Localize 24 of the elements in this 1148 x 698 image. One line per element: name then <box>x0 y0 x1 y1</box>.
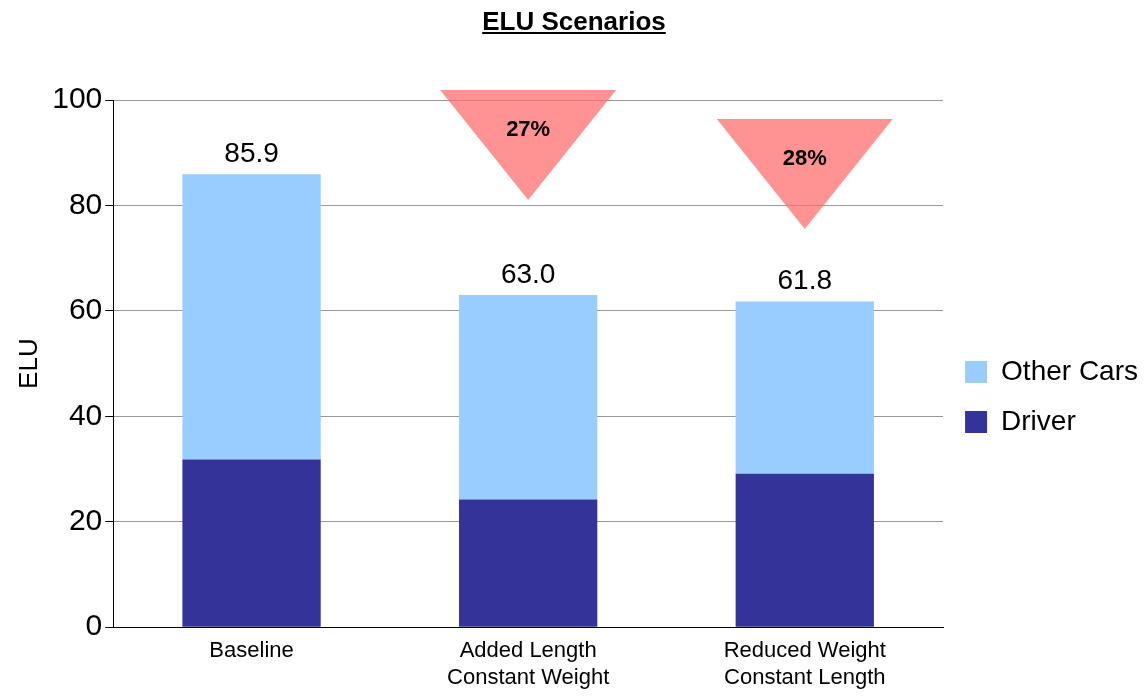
bar <box>182 459 321 627</box>
x-tick-label: Baseline <box>209 637 294 663</box>
x-tick-label: Reduced Weight Constant Length <box>723 637 886 689</box>
total-label: 63.0 <box>500 257 556 289</box>
bar <box>735 301 874 474</box>
legend-label: Other Cars <box>1001 354 1139 386</box>
y-axis-title: ELU <box>12 338 43 389</box>
legend-label: Driver <box>1001 404 1076 436</box>
total-label: 61.8 <box>777 264 833 296</box>
y-tick-label: 0 <box>85 608 103 642</box>
annotation: 27% <box>505 116 552 142</box>
bar <box>459 499 598 627</box>
total-label: 85.9 <box>224 137 279 169</box>
bar <box>735 473 874 627</box>
bar <box>459 295 598 500</box>
chart-title: ELU Scenarios <box>481 6 667 37</box>
y-tick-label: 40 <box>68 397 103 431</box>
y-tick-label: 100 <box>52 81 103 115</box>
y-tick-label: 60 <box>68 292 103 326</box>
x-tick-label: Added Length Constant Weight <box>447 637 610 689</box>
annotation: 28% <box>781 145 828 171</box>
y-tick-label: 20 <box>68 503 103 537</box>
y-tick-label: 80 <box>68 186 103 220</box>
bar <box>182 174 321 460</box>
